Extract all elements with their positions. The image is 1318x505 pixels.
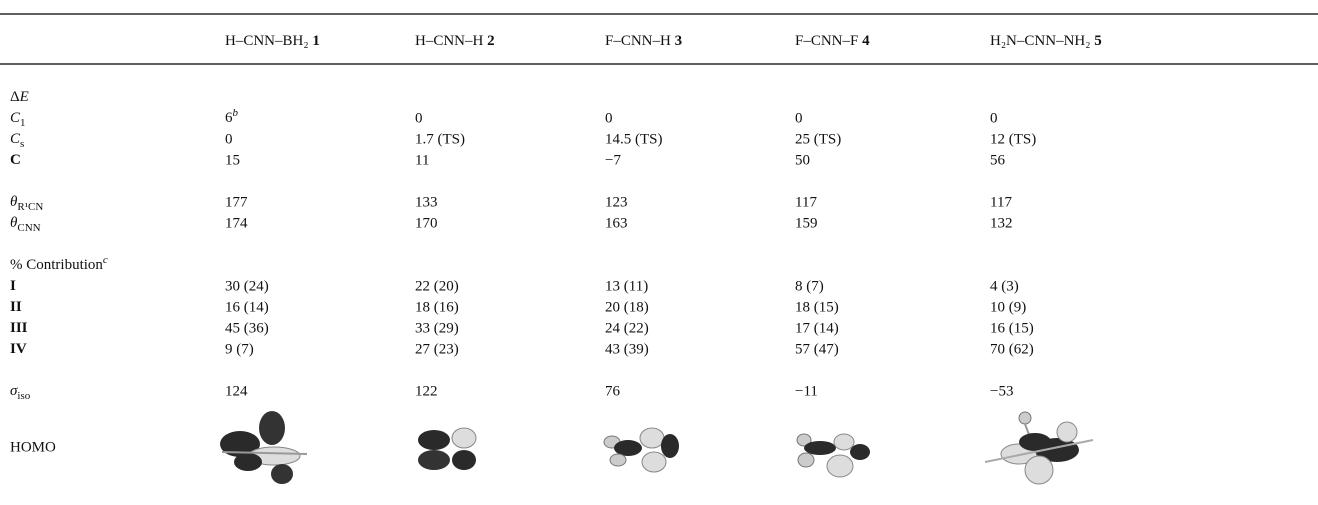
cell: 17 (14) xyxy=(795,320,839,336)
cell: 117 xyxy=(795,194,817,210)
column-number: 1 xyxy=(312,33,320,49)
cell: 70 (62) xyxy=(990,341,1034,357)
text-run: s xyxy=(20,138,24,150)
row-label: σiso xyxy=(10,383,31,401)
cell: 16 (14) xyxy=(225,299,269,315)
column-header: H–CNN–H 2 xyxy=(415,33,495,49)
cell: 6b xyxy=(225,107,239,127)
row-label: II xyxy=(10,299,22,315)
row-label: θR¹CN xyxy=(10,194,43,212)
cell: 132 xyxy=(990,215,1013,231)
text-run: CNN xyxy=(17,222,40,234)
homo-label: HOMO xyxy=(10,439,56,455)
text-run: E xyxy=(19,89,29,105)
cell: 33 (29) xyxy=(415,320,459,336)
cell: 0 xyxy=(795,110,803,126)
cell: 122 xyxy=(415,383,438,399)
cell: 56 xyxy=(990,152,1006,168)
text-run: R¹CN xyxy=(17,201,43,213)
column-header: F–CNN–H 3 xyxy=(605,33,682,49)
column-name: H–CNN–H xyxy=(415,33,487,49)
homo-orbital xyxy=(220,411,307,484)
cell: 18 (16) xyxy=(415,299,459,315)
cell: 20 (18) xyxy=(605,299,649,315)
column-name: H–CNN–BH₂ xyxy=(225,33,312,49)
column-name: F–CNN–H xyxy=(605,33,675,49)
text-run: iso xyxy=(17,390,30,402)
text-run: II xyxy=(10,299,22,315)
column-header: F–CNN–F 4 xyxy=(795,33,870,49)
cell: 15 xyxy=(225,152,240,168)
cell: 0 xyxy=(990,110,998,126)
cell: −7 xyxy=(605,152,621,168)
cell: −53 xyxy=(990,383,1013,399)
cell: 0 xyxy=(225,131,233,147)
text-run: % Contribution xyxy=(10,257,103,273)
section-heading: ΔE xyxy=(10,89,29,105)
text-run: III xyxy=(10,320,28,336)
cell: 0 xyxy=(605,110,613,126)
cell: 9 (7) xyxy=(225,341,254,357)
cell: 43 (39) xyxy=(605,341,649,357)
cell: 76 xyxy=(605,383,621,399)
column-number: 5 xyxy=(1094,33,1102,49)
row-label: Cs xyxy=(10,131,24,149)
cell: −11 xyxy=(795,383,818,399)
homo-orbital xyxy=(604,428,679,472)
homo-orbital xyxy=(985,412,1093,484)
row-label: C xyxy=(10,152,21,168)
text-run: 1 xyxy=(20,117,26,129)
row-label: C1 xyxy=(10,110,26,128)
cell: 123 xyxy=(605,194,628,210)
text-run: I xyxy=(10,278,16,294)
cell: 117 xyxy=(990,194,1012,210)
cell: 30 (24) xyxy=(225,278,269,294)
cell: 177 xyxy=(225,194,248,210)
homo-orbital xyxy=(797,434,870,477)
cell: 4 (3) xyxy=(990,278,1019,294)
column-name: F–CNN–F xyxy=(795,33,862,49)
homo-orbital xyxy=(418,428,476,470)
cell: 11 xyxy=(415,152,429,168)
cell: 174 xyxy=(225,215,248,231)
cell: 163 xyxy=(605,215,628,231)
cell: 14.5 (TS) xyxy=(605,131,663,147)
column-number: 3 xyxy=(675,33,683,49)
section-heading: % Contributionc xyxy=(10,254,108,274)
cell: 27 (23) xyxy=(415,341,459,357)
cell: 0 xyxy=(415,110,423,126)
row-label: I xyxy=(10,278,16,294)
cell: 159 xyxy=(795,215,818,231)
column-name: H₂N–CNN–NH₂ xyxy=(990,33,1094,49)
cell: 25 (TS) xyxy=(795,131,841,147)
column-number: 4 xyxy=(862,33,870,49)
cell: 18 (15) xyxy=(795,299,839,315)
cell: 22 (20) xyxy=(415,278,459,294)
column-header: H–CNN–BH₂ 1 xyxy=(225,33,320,49)
cell: 170 xyxy=(415,215,438,231)
cell: 16 (15) xyxy=(990,320,1034,336)
text-run: C xyxy=(10,152,21,168)
cell: 124 xyxy=(225,383,248,399)
cell: 24 (22) xyxy=(605,320,649,336)
cell: 57 (47) xyxy=(795,341,839,357)
cell: 45 (36) xyxy=(225,320,269,336)
row-label: θCNN xyxy=(10,215,41,233)
text-run: b xyxy=(233,107,239,119)
cell: 8 (7) xyxy=(795,278,824,294)
text-run: Δ xyxy=(10,89,20,105)
cell: 12 (TS) xyxy=(990,131,1036,147)
cell: 10 (9) xyxy=(990,299,1026,315)
cell: 1.7 (TS) xyxy=(415,131,465,147)
column-header: H₂N–CNN–NH₂ 5 xyxy=(990,33,1102,49)
table: HOMO H–CNN–BH₂ 1H–CNN–H 2F–CNN–H 3F–CNN–… xyxy=(0,0,1318,505)
row-label: III xyxy=(10,320,28,336)
cell: 13 (11) xyxy=(605,278,648,294)
text-run: IV xyxy=(10,341,27,357)
row-label: IV xyxy=(10,341,27,357)
cell: 133 xyxy=(415,194,438,210)
cell: 50 xyxy=(795,152,810,168)
text-run: c xyxy=(103,254,108,266)
column-number: 2 xyxy=(487,33,495,49)
